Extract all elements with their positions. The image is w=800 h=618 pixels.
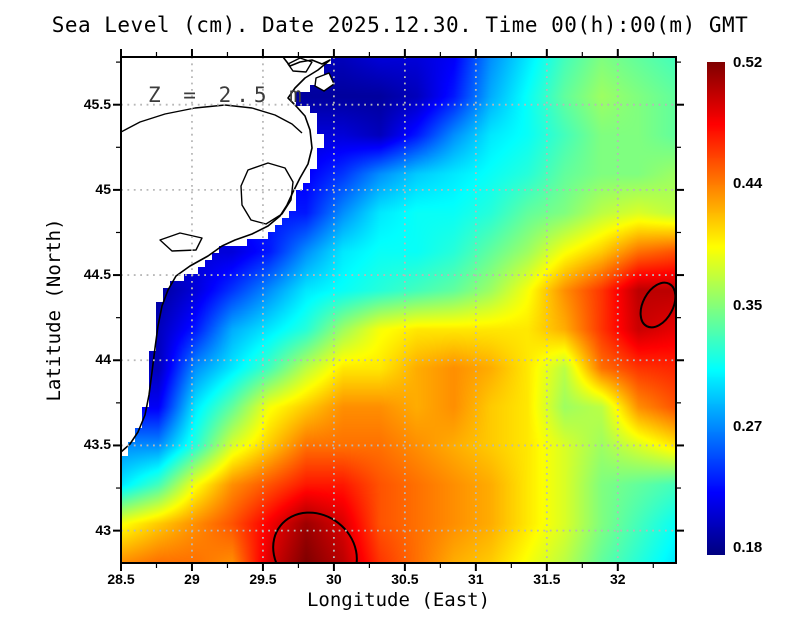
x-tick-label: 30 [326,571,342,587]
y-tick-label: 43.5 [83,436,111,453]
chart-title: Sea Level (cm). Date 2025.12.30. Time 00… [51,13,749,37]
x-tick-label: 30.5 [391,571,419,587]
y-tick-label: 44 [95,351,111,368]
x-tick-label: 29.5 [249,571,277,587]
colorbar-gradient [707,62,725,555]
colorbar-tick-label: 0.35 [733,296,763,314]
x-tick-label: 29 [184,571,200,587]
y-tick-label: 45.5 [83,95,111,112]
x-tick-label: 28.5 [107,571,135,587]
y-tick-label: 45 [95,180,111,197]
depth-annotation: Z = 2.5 m [148,83,307,107]
y-tick-label: 43 [95,521,111,538]
colorbar-tick-label: 0.52 [733,54,763,71]
x-tick-label: 31 [468,571,484,587]
x-tick-label: 31.5 [533,571,561,587]
colorbar-tick-label: 0.27 [733,417,763,435]
x-axis-label: Longitude (East) [306,589,491,611]
heatmap-canvas [121,57,676,563]
x-tick-label: 32 [610,571,626,587]
y-tick-label: 44.5 [83,266,111,283]
colorbar-tick-label: 0.18 [733,539,763,556]
colorbar-tick-label: 0.44 [733,175,763,193]
